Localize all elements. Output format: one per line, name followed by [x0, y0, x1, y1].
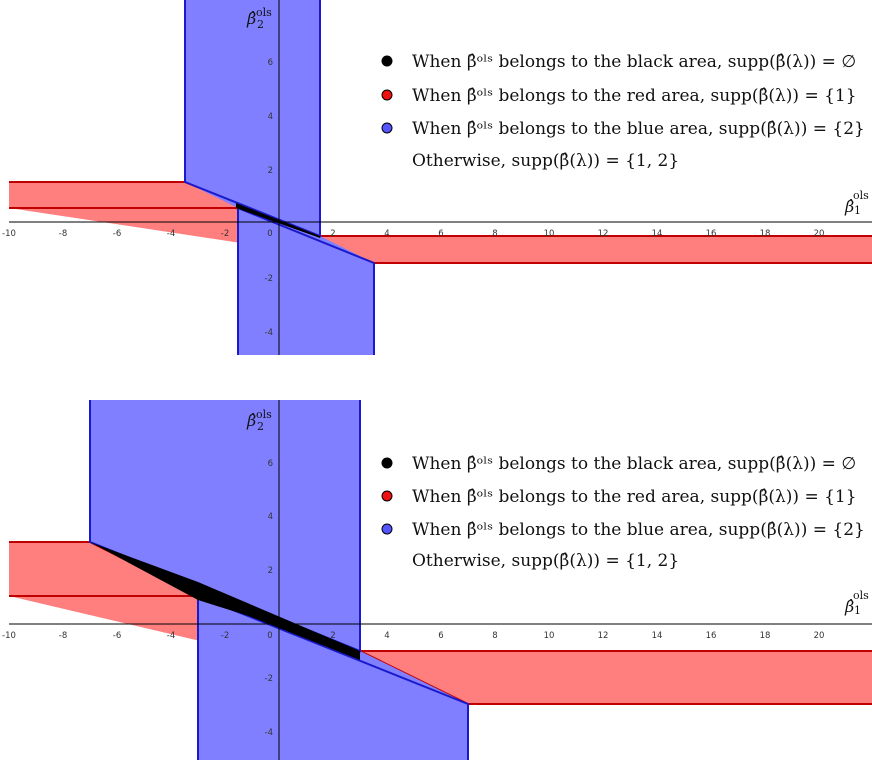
svg-text:β̂: β̂	[246, 411, 256, 430]
tick-y: -2	[265, 674, 273, 684]
tick-x: -4	[167, 631, 175, 641]
tick-y: 4	[268, 512, 273, 522]
svg-text:β̂: β̂	[246, 9, 256, 28]
tick-y: 2	[268, 166, 273, 176]
svg-text:β̂: β̂	[844, 597, 854, 616]
svg-text:ols: ols	[853, 189, 869, 202]
black-area-top	[236, 203, 320, 238]
tick-x: -6	[113, 631, 121, 641]
tick-x: -10	[2, 631, 16, 641]
panel-top: -10 -8 -6 -4 -2 0 2 4 6 8 10 12 14 16 18…	[2, 0, 872, 355]
x-ticks-bottom: -10 -8 -6 -4 -2 0 2 4 6 8 10 12 14 16 18…	[2, 631, 824, 641]
svg-text:1: 1	[854, 604, 861, 617]
legend-text-blue: When β̂ᵒˡˢ belongs to the blue area, sup…	[412, 119, 865, 139]
blue-edge-top	[184, 0, 321, 238]
legend-text-red: When β̂ᵒˡˢ belongs to the red area, supp…	[412, 487, 857, 507]
tick-y: 6	[268, 58, 273, 68]
tick-x: 18	[760, 229, 771, 239]
legend-text-red: When β̂ᵒˡˢ belongs to the red area, supp…	[412, 86, 857, 106]
tick-x: 4	[384, 229, 389, 239]
tick-x: 12	[598, 631, 609, 641]
red-area-bottom	[9, 542, 872, 704]
tick-x: 16	[706, 229, 717, 239]
y-ticks-bottom: 6 4 2 -2 -4	[265, 459, 273, 738]
tick-x: -10	[2, 229, 16, 239]
red-area-top	[9, 182, 872, 263]
legend-dot-red	[381, 490, 393, 502]
tick-y: -4	[265, 328, 273, 338]
legend-text-other: Otherwise, supp(β̂(λ)) = {1, 2}	[412, 151, 679, 171]
tick-x: -8	[59, 631, 67, 641]
svg-text:β̂: β̂	[844, 197, 854, 216]
tick-x: -2	[221, 631, 229, 641]
svg-text:2: 2	[257, 420, 264, 433]
legend-dot-blue	[381, 122, 393, 134]
legend-bottom: When β̂ᵒˡˢ belongs to the black area, su…	[381, 454, 865, 571]
svg-text:ols: ols	[256, 6, 272, 19]
black-area-bottom	[90, 542, 360, 660]
panel-bottom: -10 -8 -6 -4 -2 0 2 4 6 8 10 12 14 16 18…	[2, 400, 872, 760]
tick-x: 14	[652, 631, 663, 641]
y-axis-label-top: β̂ ols 2	[246, 6, 272, 31]
legend-text-black: When β̂ᵒˡˢ belongs to the black area, su…	[412, 52, 856, 72]
tick-x: 2	[330, 631, 335, 641]
tick-x: 12	[598, 229, 609, 239]
legend-text-black: When β̂ᵒˡˢ belongs to the black area, su…	[412, 454, 856, 474]
tick-y: 2	[268, 566, 273, 576]
blue-edge-top-2	[237, 206, 375, 355]
tick-x: -6	[113, 229, 121, 239]
tick-x: 6	[438, 229, 443, 239]
tick-y: 4	[268, 112, 273, 122]
x-ticks-top: -10 -8 -6 -4 -2 0 2 4 6 8 10 12 14 16 18…	[2, 229, 824, 239]
y-ticks-top: 6 4 2 -2 -4	[265, 58, 273, 338]
legend-dot-black	[381, 55, 393, 67]
tick-x: 2	[330, 229, 335, 239]
tick-x: 14	[652, 229, 663, 239]
y-axis-label-bottom: β̂ ols 2	[246, 408, 272, 433]
x-axis-label-top: β̂ ols 1	[844, 189, 869, 217]
svg-text:ols: ols	[256, 408, 272, 421]
legend-dot-red	[381, 89, 393, 101]
tick-x: 10	[544, 229, 555, 239]
tick-x: 20	[814, 631, 825, 641]
tick-x: -2	[221, 229, 229, 239]
svg-text:ols: ols	[853, 589, 869, 602]
tick-y: -4	[265, 728, 273, 738]
tick-x: -4	[167, 229, 175, 239]
legend-text-blue: When β̂ᵒˡˢ belongs to the blue area, sup…	[412, 520, 865, 540]
svg-text:1: 1	[854, 204, 861, 217]
tick-x: 10	[544, 631, 555, 641]
legend-text-other: Otherwise, supp(β̂(λ)) = {1, 2}	[412, 551, 679, 571]
x-axis-label-bottom: β̂ ols 1	[844, 589, 869, 617]
tick-y: 6	[268, 459, 273, 469]
tick-x: 0	[267, 631, 272, 641]
tick-x: 16	[706, 631, 717, 641]
tick-x: 20	[814, 229, 825, 239]
tick-x: 6	[438, 631, 443, 641]
tick-x: -8	[59, 229, 67, 239]
tick-x: 4	[384, 631, 389, 641]
tick-y: -2	[265, 274, 273, 284]
legend-dot-blue	[381, 523, 393, 535]
tick-x: 18	[760, 631, 771, 641]
legend-dot-black	[381, 457, 393, 469]
tick-x: 8	[492, 229, 497, 239]
svg-text:2: 2	[257, 18, 264, 31]
blue-edge-bottom-2	[197, 594, 469, 760]
legend-top: When β̂ᵒˡˢ belongs to the black area, su…	[381, 52, 865, 171]
tick-x: 0	[267, 229, 272, 239]
tick-x: 8	[492, 631, 497, 641]
